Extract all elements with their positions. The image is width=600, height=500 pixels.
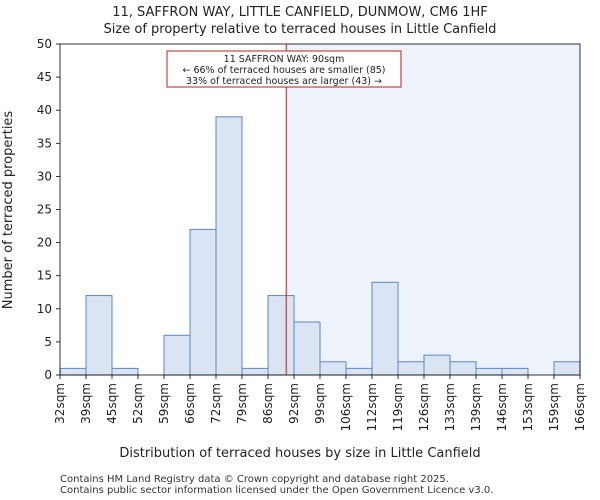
histogram-bar	[319, 361, 347, 376]
x-tick-label: 99sqm	[313, 383, 327, 424]
y-tick-label: 5	[44, 335, 52, 349]
y-tick-label: 25	[37, 203, 52, 217]
x-tick-label: 92sqm	[287, 383, 301, 424]
x-tick-label: 66sqm	[183, 383, 197, 424]
x-tick-label: 126sqm	[417, 383, 431, 431]
histogram-bar	[371, 281, 399, 376]
x-tick-label: 59sqm	[157, 383, 171, 424]
x-tick-label: 166sqm	[573, 383, 587, 431]
histogram-bar	[163, 334, 191, 376]
histogram-bar	[293, 321, 321, 376]
chart-title-line1: 11, SAFFRON WAY, LITTLE CANFIELD, DUNMOW…	[112, 5, 488, 20]
y-axis-label: Number of terraced properties	[1, 111, 16, 310]
x-tick-label: 39sqm	[79, 383, 93, 424]
y-tick-label: 45	[37, 70, 52, 84]
x-tick-label: 72sqm	[209, 383, 223, 424]
annotation-box	[166, 50, 402, 88]
y-tick-label: 40	[37, 103, 52, 117]
plot-area: 0 5 10 15 20 25 30 35 40 45 50 32sqm 39sqm 45sqm 52sqm…	[37, 37, 587, 431]
chart-title-line2: Size of property relative to terraced ho…	[104, 22, 497, 37]
histogram-bar	[501, 367, 529, 376]
x-tick-label: 45sqm	[105, 383, 119, 424]
y-tick-label: 15	[37, 269, 52, 283]
histogram-bar	[241, 367, 269, 376]
histogram-bar	[59, 367, 87, 376]
x-tick-label: 32sqm	[53, 383, 67, 424]
x-axis-label: Distribution of terraced houses by size …	[119, 446, 480, 461]
x-tick-label: 79sqm	[235, 383, 249, 424]
histogram-bar	[345, 367, 373, 376]
x-tick-label: 52sqm	[131, 383, 145, 424]
histogram-bar	[423, 354, 451, 376]
annotation-line-larger: 33% of terraced houses are larger (43) →	[186, 76, 382, 87]
y-tick-label: 20	[37, 236, 52, 250]
histogram-bar	[85, 295, 113, 376]
histogram-bar	[111, 367, 139, 376]
x-tick-label: 153sqm	[521, 383, 535, 431]
histogram-bar	[397, 361, 425, 376]
histogram-bar	[267, 295, 295, 376]
footer-licence: Contains public sector information licen…	[60, 485, 494, 496]
y-tick-label: 30	[37, 169, 52, 183]
histogram-bar	[449, 361, 477, 376]
x-tick-label: 86sqm	[261, 383, 275, 424]
y-tick-label: 0	[44, 368, 52, 382]
x-tick-label: 112sqm	[365, 383, 379, 431]
x-tick-label: 159sqm	[547, 383, 561, 431]
y-tick-label: 50	[37, 37, 52, 51]
larger-region-shade	[286, 44, 580, 375]
histogram-bar	[189, 228, 217, 376]
footer-copyright: Contains HM Land Registry data © Crown c…	[60, 474, 449, 485]
histogram-bar	[215, 116, 243, 376]
x-tick-label: 106sqm	[339, 383, 353, 431]
x-tick-label: 119sqm	[391, 383, 405, 431]
annotation-line-address: 11 SAFFRON WAY: 90sqm	[224, 54, 345, 65]
x-tick-label: 139sqm	[469, 383, 483, 431]
y-tick-label: 35	[37, 136, 52, 150]
x-tick-label: 146sqm	[495, 383, 509, 431]
x-tick-label: 133sqm	[443, 383, 457, 431]
y-tick-label: 10	[37, 302, 52, 316]
annotation-line-smaller: ← 66% of terraced houses are smaller (85…	[182, 65, 385, 76]
histogram-bar	[475, 367, 503, 376]
histogram-bar	[553, 361, 581, 376]
